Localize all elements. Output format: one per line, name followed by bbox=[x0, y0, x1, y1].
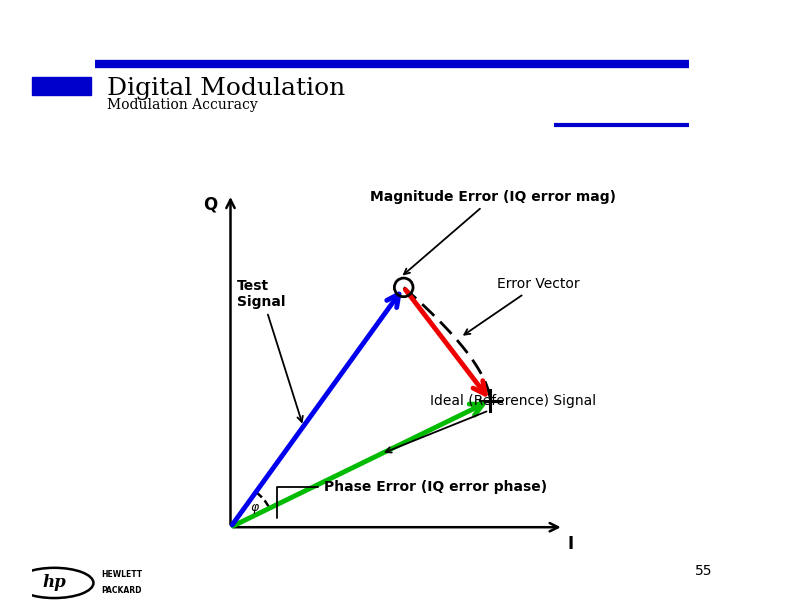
Text: φ: φ bbox=[250, 501, 258, 513]
Text: hp: hp bbox=[43, 573, 67, 591]
Text: 55: 55 bbox=[695, 564, 713, 578]
Text: Phase Error (IQ error phase): Phase Error (IQ error phase) bbox=[277, 480, 547, 518]
Text: Modulation Accuracy: Modulation Accuracy bbox=[107, 98, 257, 112]
Text: Error Vector: Error Vector bbox=[464, 277, 580, 335]
Text: Q: Q bbox=[204, 195, 218, 213]
Text: I: I bbox=[567, 535, 573, 553]
Text: Ideal (Reference) Signal: Ideal (Reference) Signal bbox=[386, 394, 596, 452]
Text: Magnitude Error (IQ error mag): Magnitude Error (IQ error mag) bbox=[371, 190, 616, 274]
Text: HEWLETT: HEWLETT bbox=[101, 570, 143, 579]
Text: Test
Signal: Test Signal bbox=[237, 279, 303, 422]
Text: Digital Modulation: Digital Modulation bbox=[107, 76, 345, 100]
Text: PACKARD: PACKARD bbox=[101, 586, 143, 595]
